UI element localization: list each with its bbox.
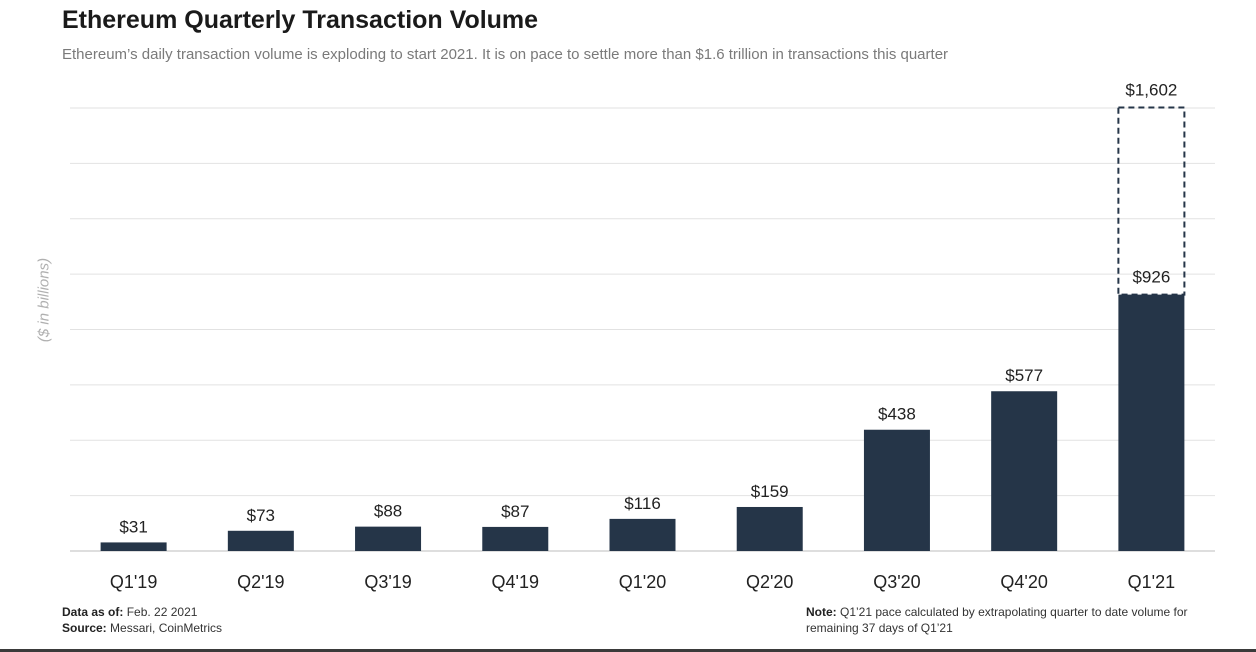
bar [482,526,549,551]
x-tick-label: Q3'19 [364,572,411,592]
bar [736,506,803,551]
data-as-of: Data as of: Feb. 22 2021 [62,604,222,620]
value-label: $159 [751,482,789,501]
value-label: $926 [1132,268,1170,287]
value-label: $73 [247,506,275,525]
note-label: Note: [806,605,837,619]
bar [609,518,676,551]
x-tick-label: Q2'20 [746,572,793,592]
bar [863,429,930,551]
chart-subtitle: Ethereum’s daily transaction volume is e… [62,46,949,63]
value-label: $116 [624,494,661,513]
footer-note: Note: Q1’21 pace calculated by extrapola… [806,604,1226,636]
source-label: Source: [62,621,107,635]
value-label: $31 [119,517,147,536]
x-tick-labels: Q1'19 Q2'19 Q3'19 Q4'19 Q1'20 Q2'20 Q3'20 Q4'20… [110,572,1175,592]
projected-value-label: $1,602 [1125,80,1177,99]
x-tick-label: Q3'20 [873,572,920,592]
chart-title: Ethereum Quarterly Transaction Volume [62,6,539,34]
x-tick-label: Q2'19 [237,572,284,592]
value-labels: $31 $73 $88 $87 $116 $159 $438 $577 $926 $1,602 [119,80,1177,536]
value-label: $88 [374,502,402,521]
x-tick-label: Q4'20 [1000,572,1047,592]
footer-left: Data as of: Feb. 22 2021 Source: Messari… [62,604,222,636]
source-value: Messari, CoinMetrics [106,621,223,635]
data-as-of-value: Feb. 22 2021 [123,605,198,619]
value-label: $577 [1005,366,1043,385]
bar [227,530,294,551]
value-label: $438 [878,405,916,424]
bar [991,391,1058,551]
bar [1118,294,1185,551]
note-value: Q1’21 pace calculated by extrapolating q… [806,605,1188,635]
projected-bar [1117,106,1186,296]
source: Source: Messari, CoinMetrics [62,620,222,636]
bottom-border [0,649,1256,652]
bar-chart: $31 $73 $88 $87 $116 $159 $438 $577 $926 $1,602 Q… [70,80,1215,592]
value-label: $87 [501,502,529,521]
x-tick-label: Q1'19 [110,572,157,592]
x-tick-label: Q4'19 [492,572,539,592]
x-tick-label: Q1'20 [619,572,666,592]
bar [100,542,167,551]
bar [355,526,422,551]
bars [100,106,1186,551]
x-tick-label: Q1'21 [1128,572,1175,592]
data-as-of-label: Data as of: [62,605,124,619]
